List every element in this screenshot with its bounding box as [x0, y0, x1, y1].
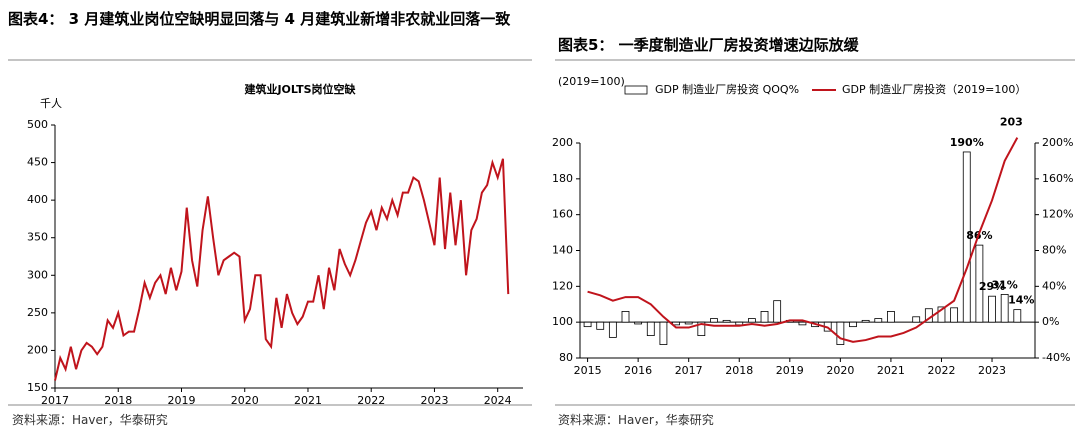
bar	[747, 318, 756, 323]
bar	[722, 319, 731, 323]
y2-tick-label: 40%	[1042, 279, 1066, 292]
left-heading: 图表4： 3 月建筑业岗位空缺明显回落与 4 月建筑业新增非农就业回落一致	[8, 10, 511, 28]
bar	[937, 306, 946, 323]
bar	[887, 311, 895, 323]
data-label: 31%	[991, 278, 1017, 291]
x-tick-label: 2015	[574, 364, 602, 377]
y-tick-label: 140	[552, 244, 573, 257]
bar	[608, 321, 617, 338]
bar	[1000, 293, 1009, 323]
x-tick-label: 2024	[484, 394, 512, 407]
x-tick-label: 2023	[420, 394, 448, 407]
y-tick-label: 120	[552, 279, 573, 292]
bar	[849, 321, 857, 328]
bar	[760, 311, 769, 323]
data-label: 29%	[979, 280, 1005, 293]
chart-title: 建筑业JOLTS岗位空缺	[244, 82, 356, 96]
legend-label: GDP 制造业厂房投资 QOQ%	[655, 82, 799, 96]
y2-tick-label: 200%	[1042, 136, 1073, 149]
x-tick-label: 2022	[927, 364, 955, 377]
bar	[836, 321, 845, 345]
bar	[646, 321, 655, 337]
legend-swatch	[624, 85, 648, 95]
x-tick-label: 2017	[41, 394, 69, 407]
bar	[988, 295, 996, 323]
bar	[621, 311, 630, 323]
line	[587, 137, 1019, 343]
data-label: 86%	[966, 229, 992, 242]
y2-tick-label: 0%	[1042, 315, 1059, 328]
y-tick-label: 200	[552, 136, 573, 149]
y2-tick-label: -40%	[1042, 351, 1070, 364]
x-tick-label: 2021	[294, 394, 322, 407]
bar	[596, 321, 605, 330]
y-tick-label: 350	[27, 231, 48, 244]
bar	[1013, 309, 1022, 323]
x-tick-label: 2017	[675, 364, 703, 377]
data-label: 190%	[950, 136, 984, 149]
y-tick-label: 100	[552, 315, 573, 328]
y-tick-label: 200	[27, 343, 48, 356]
bar	[874, 318, 883, 323]
x-tick-label: 2018	[104, 394, 132, 407]
y-tick-label: 80	[559, 351, 573, 364]
left-source: 资料来源：Haver，华泰研究	[12, 413, 168, 427]
x-tick-label: 2022	[357, 394, 385, 407]
bar	[659, 321, 668, 345]
x-tick-label: 2019	[167, 394, 195, 407]
bar	[975, 244, 984, 323]
x-tick-label: 2020	[231, 394, 259, 407]
data-label: 14%	[1008, 294, 1034, 307]
legend-label: GDP 制造业厂房投资（2019=100）	[842, 82, 1026, 96]
bar	[798, 321, 807, 326]
y-tick-label: 180	[552, 172, 573, 185]
x-tick-label: 2019	[776, 364, 804, 377]
x-tick-label: 2016	[624, 364, 652, 377]
y2-tick-label: 160%	[1042, 172, 1073, 185]
x-tick-label: 2020	[826, 364, 854, 377]
y-tick-label: 300	[27, 268, 48, 281]
y-tick-label: 400	[27, 193, 48, 206]
y-axis-label: 千人	[40, 97, 62, 110]
x-tick-label: 2021	[877, 364, 905, 377]
y-tick-label: 150	[27, 381, 48, 394]
bar	[634, 321, 643, 325]
y-axis-label: (2019=100)	[558, 75, 625, 88]
x-tick-label: 2018	[725, 364, 753, 377]
right-heading: 图表5： 一季度制造业厂房投资增速边际放缓	[558, 36, 859, 54]
bar	[697, 321, 706, 337]
bar	[962, 151, 971, 323]
y-tick-label: 450	[27, 156, 48, 169]
bar	[583, 321, 592, 328]
bar	[684, 321, 693, 325]
y2-tick-label: 80%	[1042, 244, 1066, 257]
bar	[710, 318, 718, 323]
bar	[950, 307, 959, 323]
bar	[861, 319, 870, 323]
y-tick-label: 250	[27, 306, 48, 319]
bar	[773, 300, 782, 323]
y2-tick-label: 120%	[1042, 208, 1073, 221]
y-tick-label: 500	[27, 118, 48, 131]
y-tick-label: 160	[552, 208, 573, 221]
bar	[912, 316, 921, 323]
data-label: 203	[1000, 116, 1023, 129]
x-tick-label: 2023	[978, 364, 1006, 377]
line	[54, 158, 510, 381]
right-source: 资料来源：Haver，华泰研究	[558, 413, 714, 427]
